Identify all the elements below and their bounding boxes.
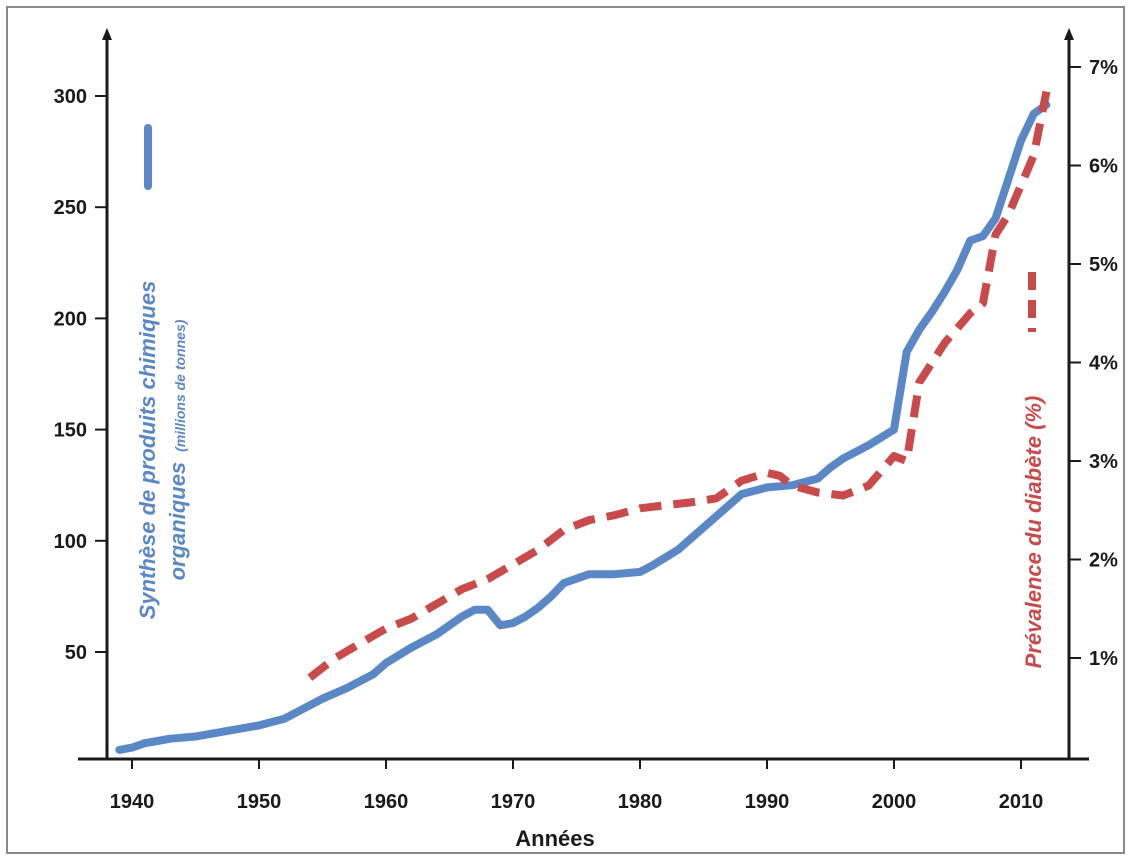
x-axis-title: Années [515,826,594,851]
right-y-tick-label: 1% [1089,648,1118,670]
x-tick-label: 1940 [110,791,155,813]
x-tick-label: 1960 [364,791,409,813]
left-axis-title-line2: organiques (millions de tonnes) [165,319,190,580]
left-y-tick-label: 150 [54,420,87,442]
x-tick-label: 1990 [745,791,790,813]
right-y-tick-label: 3% [1089,451,1118,473]
left-axis-title-unit: (millions de tonnes) [172,319,188,452]
ticks: 1940 1950 1960 1970 1980 1990 2000 2010 50 100 150… [54,57,1118,813]
axes [78,28,1089,761]
left-y-tick-label: 250 [54,197,87,219]
left-y-tick-label: 200 [54,308,87,330]
left-y-tick-label: 300 [54,86,87,108]
series-layer [115,90,1051,754]
x-tick-label: 1970 [491,791,536,813]
labels: Années Synthèse de produits chimiques or… [135,281,1046,851]
legend-marks [144,124,1036,332]
series-line-diabetes [307,90,1051,681]
left-axis-title-line1: Synthèse de produits chimiques [135,281,160,620]
left-y-tick-label: 100 [54,531,87,553]
right-y-tick-label: 4% [1089,353,1118,375]
right-y-tick-label: 2% [1089,550,1118,572]
x-tick-label: 1950 [237,791,282,813]
x-tick-label: 1980 [618,791,663,813]
left-axis-arrow [102,28,112,40]
left-y-tick-label: 50 [65,642,87,664]
right-axis-arrow [1064,28,1074,40]
chart-frame [6,6,1125,854]
x-tick-label: 2000 [872,791,917,813]
right-y-tick-label: 7% [1089,57,1118,79]
right-y-tick-label: 6% [1089,156,1118,178]
right-y-tick-label: 5% [1089,254,1118,276]
series-line-chemicals [115,100,1051,754]
right-axis-title: Prévalence du diabète (%) [1021,396,1046,669]
x-tick-label: 2010 [999,791,1044,813]
left-axis-title-organiques: organiques [165,462,190,581]
